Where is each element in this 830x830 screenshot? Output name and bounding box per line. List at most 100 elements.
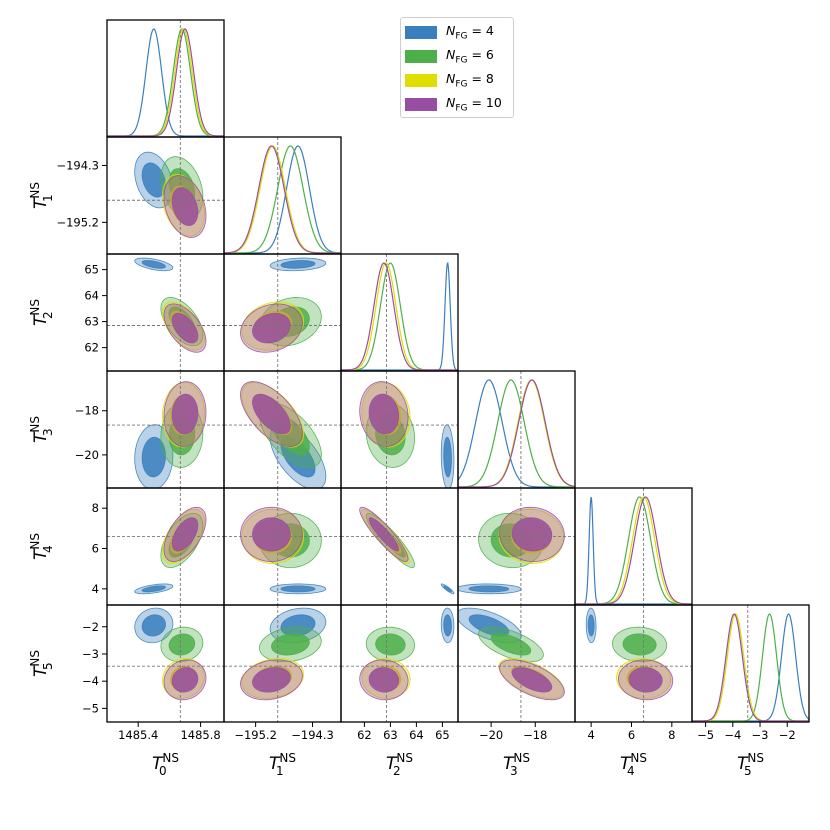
panel-frame (223, 136, 342, 255)
y-axis-label-1: TNS1 (28, 182, 55, 209)
contour-inner-series-3 (252, 517, 291, 552)
contours (224, 605, 341, 722)
contours (458, 605, 575, 722)
x-tick-label: −194.3 (291, 728, 334, 742)
contour-panel-2-0 (106, 253, 225, 372)
contours (224, 254, 341, 371)
y-axis-label-4: TNS4 (28, 533, 55, 560)
legend-label-nfg10: NFG = 10 (446, 94, 502, 114)
contour-inner-series-0 (443, 614, 452, 637)
x-tick-label: 63 (383, 728, 398, 742)
contour-inner-series-0 (280, 260, 316, 269)
contours (107, 605, 224, 722)
contour-inner-series-3 (171, 667, 199, 693)
contour-panel-5-4 (574, 604, 693, 723)
contour-inner-series-1 (622, 633, 657, 656)
x-tick-label: 8 (668, 728, 675, 742)
marginal-curve-series-1 (107, 28, 224, 137)
legend: NFG = 4 NFG = 6 NFG = 8 NFG = 10 (400, 17, 514, 118)
legend-swatch-nfg4 (405, 25, 437, 39)
contour-panel-2-1 (223, 253, 342, 372)
contours (341, 371, 458, 488)
contour-inner-series-0 (141, 436, 166, 478)
y-axis-label-2: TNS2 (28, 299, 55, 326)
y-tick-label: 65 (84, 263, 99, 277)
marginal-curve-series-0 (341, 261, 458, 371)
x-tick-label: 62 (357, 728, 372, 742)
x-axis-label-3: TNS 3 (503, 751, 530, 778)
contour-panel-3-0 (106, 370, 225, 489)
x-axis-label-0: TNS 0 (152, 751, 179, 778)
x-tick-label: −20 (479, 728, 503, 742)
contour-panel-5-0 (106, 604, 225, 723)
marginal-curve-series-3 (224, 145, 341, 254)
x-axis-label-2: TNS 2 (386, 751, 413, 778)
marginal-curves (224, 145, 341, 254)
marginal-curve-series-1 (692, 613, 809, 722)
contour-inner-series-1 (490, 633, 532, 656)
legend-swatch-nfg8 (405, 73, 437, 87)
y-tick-label: −3 (82, 647, 99, 661)
contour-panel-5-3 (457, 604, 576, 723)
marginal-panel-1 (223, 136, 342, 255)
contours (575, 605, 692, 722)
legend-swatch-nfg10 (405, 97, 437, 111)
marginal-curve-series-0 (575, 496, 692, 605)
x-tick-label: −4 (724, 728, 741, 742)
marginal-panel-0 (106, 19, 225, 138)
y-tick-label: −195.2 (56, 215, 99, 229)
marginal-curves (107, 28, 224, 137)
marginal-curves (341, 261, 458, 371)
contours (107, 488, 224, 605)
panel-frame (340, 253, 459, 372)
x-tick-label: 4 (587, 728, 594, 742)
contours (341, 605, 458, 722)
legend-label-nfg8: NFG = 8 (446, 70, 494, 90)
marginal-curves (575, 496, 692, 605)
marginal-curve-series-1 (224, 145, 341, 254)
legend-entry: NFG = 6 (405, 47, 494, 65)
contour-panel-4-1 (223, 487, 342, 606)
contour-inner-series-3 (171, 517, 199, 552)
x-tick-label: 1485.4 (118, 728, 158, 742)
legend-entry: NFG = 10 (405, 95, 502, 113)
x-tick-label: −5 (697, 728, 714, 742)
marginal-curve-series-0 (224, 145, 341, 254)
contours (458, 488, 575, 605)
contour-inner-series-3 (628, 667, 663, 693)
contour-inner-series-0 (443, 585, 452, 593)
marginal-curve-series-3 (692, 613, 809, 722)
legend-swatch-nfg6 (405, 49, 437, 63)
contour-inner-series-0 (468, 585, 510, 593)
contour-inner-series-0 (468, 614, 510, 637)
y-axis-label-5: TNS5 (28, 650, 55, 677)
panel-frame (574, 604, 693, 723)
x-tick-label: 1485.8 (180, 728, 220, 742)
marginal-curve-series-3 (575, 496, 692, 605)
legend-label-nfg4: NFG = 4 (446, 22, 494, 42)
marginal-curve-series-2 (341, 262, 458, 371)
contours (341, 488, 458, 605)
contour-panel-3-2 (340, 370, 459, 489)
contours (224, 371, 341, 488)
legend-entry: NFG = 4 (405, 23, 494, 41)
contour-panel-4-2 (340, 487, 459, 606)
y-tick-label: 6 (92, 542, 99, 556)
marginal-curve-series-3 (107, 28, 224, 137)
contour-inner-series-0 (141, 585, 166, 593)
y-tick-label: −2 (82, 620, 99, 634)
contour-inner-series-3 (171, 187, 199, 226)
x-tick-label: 65 (435, 728, 450, 742)
contours (107, 254, 224, 371)
x-tick-label: −3 (752, 728, 769, 742)
contour-inner-series-3 (171, 393, 199, 435)
y-tick-label: 62 (84, 341, 99, 355)
x-tick-label: −195.2 (234, 728, 277, 742)
y-tick-label: 64 (84, 289, 99, 303)
y-tick-label: −5 (82, 701, 99, 715)
marginal-panel-5 (691, 604, 810, 723)
contour-inner-series-3 (171, 312, 199, 344)
marginal-curve-series-2 (224, 145, 341, 254)
contour-inner-series-3 (511, 667, 553, 693)
